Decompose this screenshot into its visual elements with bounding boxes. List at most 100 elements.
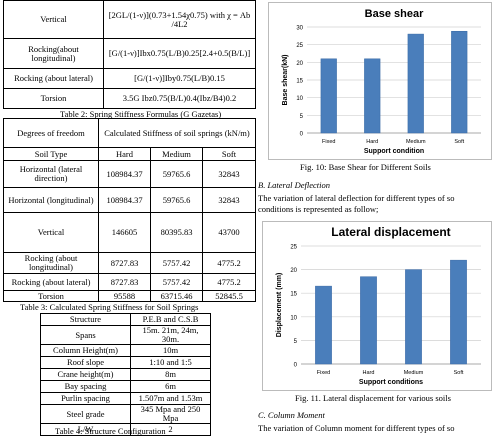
table-cell: 95588 (98, 290, 151, 302)
table-cell: Horizontal (lateral direction) (3, 160, 99, 188)
table-cell: Degrees of freedom (3, 118, 99, 148)
table-caption: Table 2: Spring Stiffness Formulas (G Ga… (60, 109, 222, 119)
table-cell: P.E.B and C.S.B (130, 313, 211, 326)
table-row: Column Height(m) 10m (40, 344, 211, 357)
table-cell: Soft (202, 147, 256, 161)
table-cell: Medium (150, 147, 203, 161)
table-cell: 2 (130, 423, 211, 436)
table-cell: Structure (40, 313, 131, 326)
chart: Lateral displacement 0 5 10 15 20 25 Displaceme… (262, 221, 492, 391)
table-caption: Table 3: Calculated Spring Stiffness for… (20, 302, 199, 312)
table-cell: [G/(1-ν)]Ibx0.75(L/B)0.25[2.4+0.5(B/L)] (103, 38, 256, 69)
table-cell: Bay spacing (40, 380, 131, 393)
table-caption: Table 4: Structure Configuration (55, 426, 166, 436)
figure-caption: Fig. 11. Lateral displacement for variou… (295, 393, 451, 403)
table-row: Rocking (about lateral) [G/(1-ν)]Iby0.75(… (3, 68, 256, 89)
table-row: Bay spacing 6m (40, 380, 211, 393)
y-tick-label: 15 (296, 79, 303, 85)
table-cell: Rocking (about lateral) (3, 68, 104, 89)
table-cell: Purlin spacing (40, 392, 131, 405)
table-row: Rocking(about longitudinal) [G/(1-ν)]Ibx0… (3, 38, 256, 69)
y-tick-label: 0 (294, 363, 298, 369)
table-row: Torsion 3.5G Ibz0.75(B/L)0.4(Ibz/B4)0.2 (3, 88, 256, 109)
table-cell: Rocking (about lateral) (3, 273, 99, 291)
table-cell: 43700 (202, 212, 256, 253)
table-cell: Soil Type (3, 147, 99, 161)
x-tick-label: Medium (406, 139, 426, 145)
table: Vertical [2GL/(1-ν)](0.73+1.54χ0.75) with… (3, 0, 256, 109)
bar (405, 269, 422, 365)
table-cell: 8m (130, 368, 211, 381)
x-axis-label: Support conditions (359, 379, 423, 386)
table-cell: 108984.37 (98, 187, 151, 213)
chart-title: Lateral displacement (331, 225, 450, 239)
table-cell: 59765.6 (150, 160, 203, 188)
bar (450, 259, 467, 365)
table: Degrees of freedom Calculated Stiffness o… (3, 118, 256, 302)
table-cell: 4775.2 (202, 273, 256, 291)
bar (407, 33, 424, 134)
table-cell: Roof slope (40, 356, 131, 369)
table-cell: [2GL/(1-ν)](0.73+1.54χ0.75) with χ = Ab … (103, 0, 256, 39)
x-tick-label: Fixed (322, 139, 335, 145)
table-cell: 4775.2 (202, 252, 256, 274)
table-cell: Crane height(m) (40, 368, 131, 381)
table-cell: 5757.42 (150, 273, 203, 291)
y-tick-label: 25 (296, 43, 303, 49)
table-row: Rocking (about longitudinal) 8727.83 5757.… (3, 252, 256, 274)
table-cell: Horizontal (longitudinal) (3, 187, 99, 213)
x-tick-label: Soft (454, 370, 464, 376)
paragraph-line: The variation of Column moment for diffe… (258, 423, 455, 433)
x-tick-label: Hard (366, 139, 378, 145)
table-row: Soil Type Hard Medium Soft (3, 147, 256, 161)
x-tick-label: Hard (363, 370, 375, 376)
table-cell: Column Height(m) (40, 344, 131, 357)
table-cell: 1.507m and 1.53m (130, 392, 211, 405)
table-cell: Vertical (3, 212, 99, 253)
y-tick-label: 30 (296, 26, 303, 32)
table-row: Purlin spacing 1.507m and 1.53m (40, 392, 211, 405)
table-cell: 108984.37 (98, 160, 151, 188)
chart: Base shear 0 5 10 15 20 25 30 Base shear(kN) Supp… (268, 2, 492, 160)
y-tick-label: 20 (290, 268, 297, 274)
bar (320, 58, 337, 134)
y-tick-label: 5 (300, 114, 304, 120)
table-row: Degrees of freedom Calculated Stiffness o… (3, 118, 256, 148)
table-cell: 32843 (202, 160, 256, 188)
table-row: Rocking (about lateral) 8727.83 5757.42 477… (3, 273, 256, 291)
table-cell: Rocking (about longitudinal) (3, 252, 99, 274)
table-cell: 6m (130, 380, 211, 393)
figure-caption: Fig. 10: Base Shear for Different Soils (300, 162, 431, 172)
bar (451, 30, 468, 134)
table-cell: Torsion (3, 290, 99, 302)
x-axis-label: Support condition (364, 148, 424, 155)
y-tick-label: 0 (300, 132, 304, 138)
table-cell: Hard (98, 147, 151, 161)
section-heading: B. Lateral Deflection (258, 180, 331, 190)
y-tick-label: 20 (296, 61, 303, 67)
table-cell: Torsion (3, 88, 104, 109)
table-cell: 8727.83 (98, 273, 151, 291)
table-cell: Vertical (3, 0, 104, 39)
table-cell: 1:10 and 1:5 (130, 356, 211, 369)
table-cell: Spans (40, 325, 131, 345)
table-row: Crane height(m) 8m (40, 368, 211, 381)
table-cell: Steel grade (40, 404, 131, 424)
table-cell: 10m (130, 344, 211, 357)
table-row: Horizontal (lateral direction) 108984.37 5… (3, 160, 256, 188)
x-tick-label: Fixed (317, 370, 330, 376)
y-tick-label: 15 (290, 292, 297, 298)
y-tick-label: 10 (290, 315, 297, 321)
table-row: Structure P.E.B and C.S.B (40, 313, 211, 326)
chart-title: Base shear (365, 8, 424, 20)
table-cell: Rocking(about longitudinal) (3, 38, 104, 69)
x-tick-label: Medium (404, 370, 424, 376)
table-cell: 3.5G Ibz0.75(B/L)0.4(Ibz/B4)0.2 (103, 88, 256, 109)
bar (360, 276, 377, 365)
table-cell: 80395.83 (150, 212, 203, 253)
bar (364, 58, 381, 134)
table-row: Torsion 95588 63715.46 52845.5 (3, 290, 256, 302)
y-axis-label: Displacement (mm) (276, 273, 283, 338)
table-row: Spans 15m. 21m, 24m, 30m. (40, 325, 211, 345)
